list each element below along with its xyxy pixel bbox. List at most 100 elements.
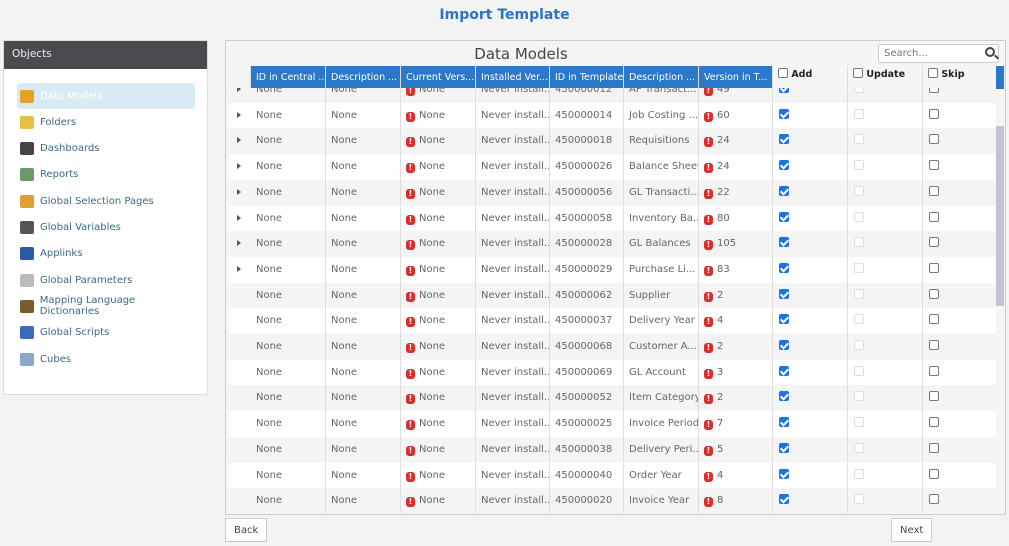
installed-version: Never install... [476, 359, 550, 386]
table-row[interactable]: None None ! None Never install... 4500000… [228, 359, 998, 386]
id-in-template: 450000028 [550, 231, 624, 257]
skip-checkbox[interactable] [929, 340, 939, 350]
skip-checkbox[interactable] [929, 237, 939, 248]
column-header[interactable]: ID in Template [550, 66, 624, 89]
select-all-skip-checkbox[interactable] [928, 68, 938, 78]
add-checkbox[interactable] [779, 340, 789, 350]
table-row[interactable]: None None ! None Never install... 4500000… [228, 385, 998, 412]
sidebar-item-global-selection-pages[interactable]: Global Selection Pages [17, 188, 195, 214]
table-row[interactable]: None None ! None Never install... 4500000… [228, 128, 998, 155]
skip-checkbox[interactable] [929, 365, 939, 376]
sidebar-item-data-models[interactable]: Data Models [17, 83, 195, 109]
add-checkbox[interactable] [779, 494, 789, 505]
column-header[interactable]: Version in T... [699, 66, 773, 89]
skip-checkbox[interactable] [929, 134, 939, 145]
expand-row-icon[interactable] [237, 214, 241, 221]
add-checkbox[interactable] [779, 160, 789, 171]
skip-checkbox[interactable] [929, 108, 939, 119]
add-checkbox[interactable] [779, 314, 789, 325]
table-row[interactable]: None None ! None Never install... 4500000… [228, 88, 998, 103]
skip-checkbox[interactable] [929, 88, 939, 93]
version-in-template: 24 [717, 135, 730, 147]
add-checkbox[interactable] [779, 134, 789, 145]
add-checkbox[interactable] [779, 185, 789, 196]
add-checkbox[interactable] [779, 288, 789, 299]
expand-row-icon[interactable] [237, 111, 241, 118]
sidebar-item-applinks[interactable]: Applinks [17, 241, 195, 267]
expand-row-icon[interactable] [237, 188, 241, 195]
id-in-central: None [251, 334, 326, 360]
column-header-skip: Skip [923, 66, 997, 89]
add-checkbox[interactable] [779, 237, 789, 248]
skip-checkbox[interactable] [929, 468, 939, 479]
table-row[interactable]: None None ! None Never install... 4500000… [228, 462, 998, 489]
sidebar-item-mapping-language-dictionaries[interactable]: Mapping Language Dictionaries [17, 293, 195, 319]
table-row[interactable]: None None ! None Never install... 4500000… [228, 205, 998, 232]
skip-checkbox[interactable] [929, 442, 939, 453]
expand-row-icon[interactable] [237, 88, 241, 92]
next-button[interactable]: Next [891, 518, 933, 542]
current-version: None [419, 495, 446, 507]
column-header[interactable]: Description ... [326, 66, 401, 89]
error-icon: ! [406, 445, 415, 456]
expand-row-icon[interactable] [237, 137, 241, 144]
column-header[interactable]: Installed Ver... [476, 66, 550, 89]
scrollbar-thumb[interactable] [996, 126, 1004, 306]
table-row[interactable]: None None ! None Never install... 4500000… [228, 411, 998, 437]
sidebar-item-global-variables[interactable]: Global Variables [17, 215, 195, 241]
skip-checkbox[interactable] [929, 288, 939, 299]
column-header[interactable]: Current Vers... [401, 66, 476, 89]
table-row[interactable]: None None ! None Never install... 4500000… [228, 488, 998, 513]
skip-checkbox[interactable] [929, 262, 939, 273]
sidebar-item-cubes[interactable]: Cubes [17, 346, 195, 372]
add-checkbox[interactable] [779, 468, 789, 479]
back-button[interactable]: Back [225, 518, 268, 542]
vertical-scrollbar[interactable] [996, 66, 1004, 513]
version-in-template: 24 [717, 161, 730, 173]
add-checkbox[interactable] [779, 442, 789, 453]
table-row[interactable]: None None ! None Never install... 4500000… [228, 154, 998, 180]
search-input[interactable] [878, 44, 999, 63]
skip-checkbox[interactable] [929, 314, 939, 325]
column-header[interactable]: Description ... [624, 66, 699, 89]
table-row[interactable]: None None ! None Never install... 4500000… [228, 436, 998, 463]
expand-row-icon[interactable] [237, 265, 241, 272]
search-icon[interactable] [985, 47, 995, 57]
skip-checkbox[interactable] [929, 160, 939, 171]
expand-row-icon[interactable] [237, 163, 241, 170]
table-row[interactable]: None None ! None Never install... 4500000… [228, 308, 998, 334]
skip-checkbox[interactable] [929, 417, 939, 428]
table-row[interactable]: None None ! None Never install... 4500000… [228, 256, 998, 283]
column-header[interactable]: ID in Central ... [251, 66, 326, 89]
expand-row-icon[interactable] [237, 240, 241, 247]
skip-checkbox[interactable] [929, 391, 939, 402]
select-all-add-checkbox[interactable] [778, 68, 788, 78]
skip-checkbox[interactable] [929, 211, 939, 222]
description: None [326, 88, 401, 103]
sidebar-item-global-parameters[interactable]: Global Parameters [17, 267, 195, 293]
applink-icon [20, 247, 34, 261]
table-row[interactable]: None None ! None Never install... 4500000… [228, 282, 998, 309]
skip-checkbox[interactable] [929, 494, 939, 505]
add-checkbox[interactable] [779, 391, 789, 402]
add-checkbox[interactable] [779, 108, 789, 119]
version-in-template: 5 [717, 443, 724, 455]
add-checkbox[interactable] [779, 88, 789, 93]
description-in-template: GL Balances [624, 231, 699, 257]
skip-checkbox[interactable] [929, 185, 939, 196]
table-row[interactable]: None None ! None Never install... 4500000… [228, 334, 998, 360]
add-checkbox[interactable] [779, 211, 789, 222]
sidebar-item-reports[interactable]: Reports [17, 162, 195, 188]
add-checkbox[interactable] [779, 262, 789, 273]
table-row[interactable]: None None ! None Never install... 4500000… [228, 102, 998, 129]
table-row[interactable]: None None ! None Never install... 4500000… [228, 179, 998, 206]
add-checkbox[interactable] [779, 365, 789, 376]
sidebar-item-folders[interactable]: Folders [17, 109, 195, 135]
sidebar-item-global-scripts[interactable]: Global Scripts [17, 320, 195, 346]
error-icon: ! [704, 188, 713, 199]
select-all-update-checkbox[interactable] [853, 68, 863, 78]
sidebar-item-dashboards[interactable]: Dashboards [17, 136, 195, 162]
error-icon: ! [406, 497, 415, 508]
add-checkbox[interactable] [779, 417, 789, 428]
table-row[interactable]: None None ! None Never install... 4500000… [228, 231, 998, 257]
